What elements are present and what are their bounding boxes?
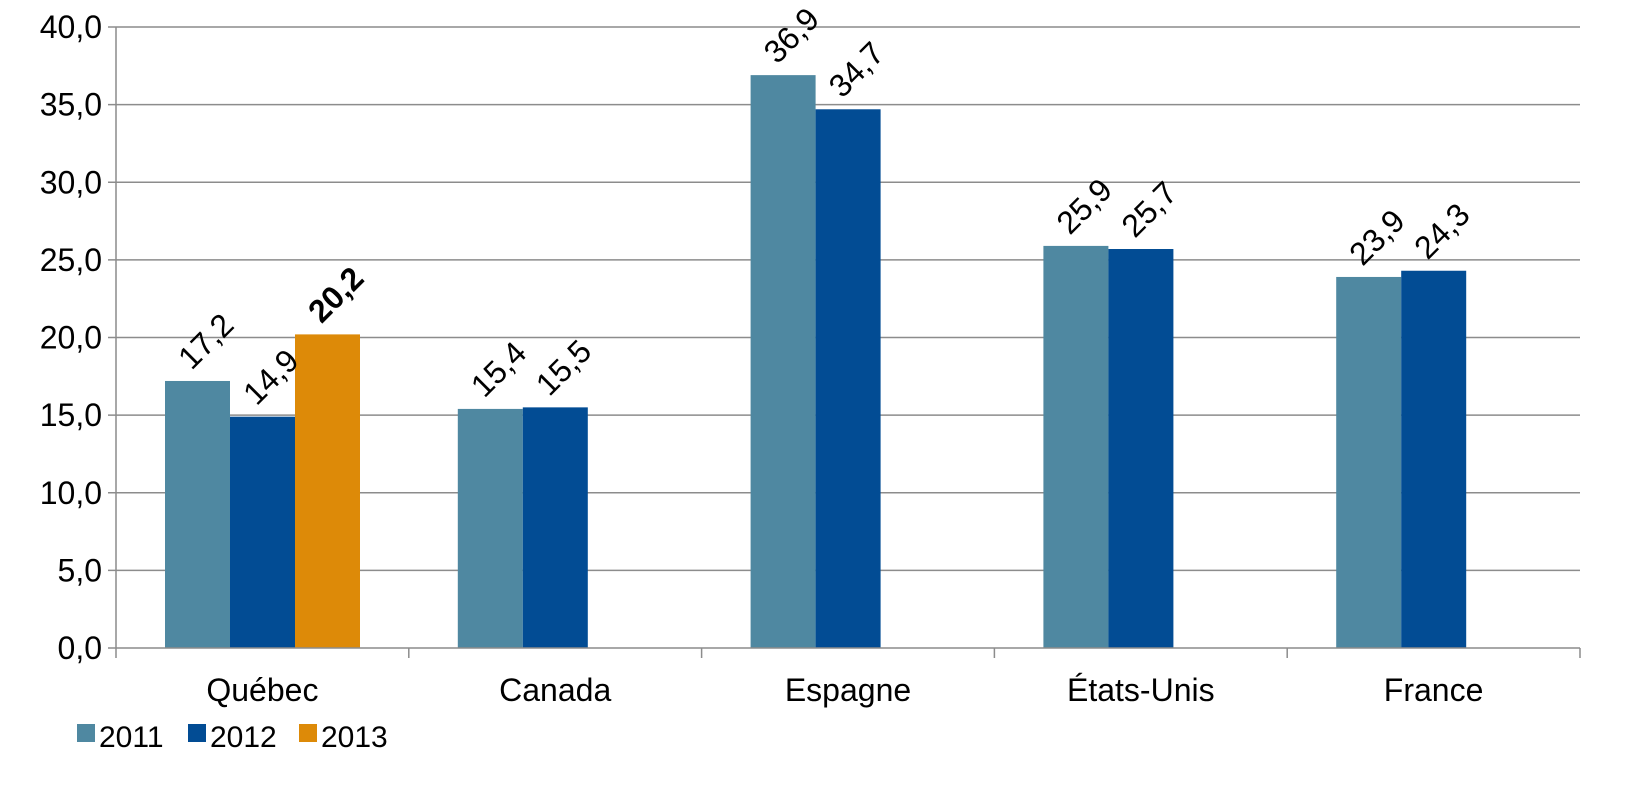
y-tick-label: 10,0: [40, 475, 102, 511]
bar-2013: [295, 334, 360, 648]
legend-label: 2013: [321, 721, 388, 754]
x-category-label: France: [1384, 672, 1484, 708]
y-axis-ticks: 0,0 5,0 10,0 15,0 20,0 25,0 30,0 35,0 40,0: [40, 9, 102, 666]
bar-2011: [1336, 276, 1402, 648]
legend-swatch-2011: [77, 724, 95, 742]
bar-2012: [522, 407, 588, 648]
bar-2012: [230, 416, 295, 648]
y-tick-label: 5,0: [58, 552, 102, 588]
bar-2012: [815, 109, 881, 649]
bars: [165, 75, 1467, 649]
legend-swatch-2012: [188, 724, 206, 742]
y-tick-label: 20,0: [40, 320, 102, 356]
y-tick-label: 30,0: [40, 164, 102, 200]
x-category-label: États-Unis: [1067, 672, 1215, 708]
bar-2011: [457, 408, 523, 648]
y-tick-label: 25,0: [40, 242, 102, 278]
data-label: 24,3: [1407, 196, 1476, 265]
data-label: 15,4: [464, 334, 533, 403]
bar-2011: [1043, 245, 1109, 648]
x-category-label: Québec: [206, 672, 318, 708]
data-label: 15,5: [529, 333, 598, 402]
y-tick-label: 0,0: [58, 630, 102, 666]
y-tick-label: 35,0: [40, 87, 102, 123]
bar-2012: [1108, 249, 1174, 648]
y-tick-label: 15,0: [40, 397, 102, 433]
bar-2011: [165, 380, 230, 648]
bar-2011: [750, 75, 816, 648]
x-category-label: Espagne: [785, 672, 911, 708]
x-category-label: Canada: [499, 672, 611, 708]
legend-label: 2011: [99, 721, 164, 754]
data-label: 34,7: [822, 35, 891, 104]
data-label: 17,2: [171, 306, 240, 375]
axes: [108, 26, 1581, 658]
data-label: 20,2: [301, 260, 370, 329]
bar-2012: [1401, 270, 1467, 648]
legend-swatch-2013: [299, 724, 317, 742]
data-label: 36,9: [757, 1, 826, 70]
data-label: 23,9: [1342, 202, 1411, 271]
data-label: 25,7: [1114, 174, 1183, 243]
x-axis-categories: Québec Canada Espagne États-Unis France: [206, 672, 1483, 708]
y-tick-label: 40,0: [40, 9, 102, 45]
legend-label: 2012: [210, 721, 277, 754]
legend: 2011 2012 2013: [77, 721, 388, 754]
